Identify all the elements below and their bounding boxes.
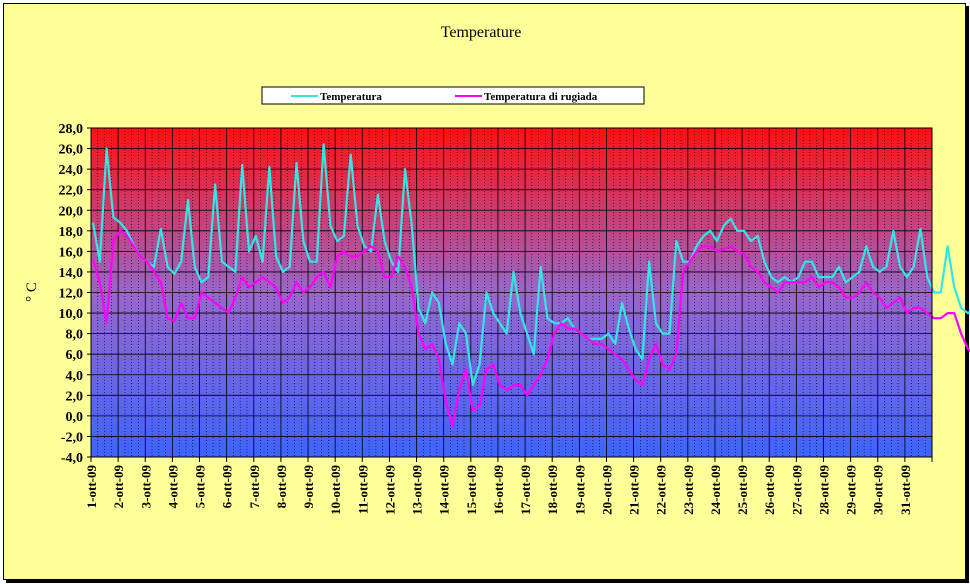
legend-box: [261, 86, 645, 105]
y-tick-label: -2,0: [61, 430, 83, 445]
x-tick-label: 9-ott-09: [301, 465, 316, 509]
x-tick-label: 20-ott-09: [599, 465, 614, 515]
x-tick-label: 18-ott-09: [545, 465, 560, 515]
x-tick-label: 28-ott-09: [816, 465, 831, 515]
x-tick-label: 2-ott-09: [111, 465, 126, 509]
x-tick-label: 7-ott-09: [247, 465, 262, 509]
x-tick-label: 13-ott-09: [410, 465, 425, 515]
y-tick-label: 28,0: [59, 122, 84, 137]
y-tick-label: 14,0: [59, 266, 84, 281]
y-axis: -4,0 -2,0 0,0 2,0 4,0 6,0 8,0 10,0 12,0 14,0 16,0 1…: [59, 122, 91, 466]
x-tick-label: 26-ott-09: [762, 465, 777, 515]
y-tick-label: 26,0: [59, 143, 84, 158]
x-tick-label: 15-ott-09: [464, 465, 479, 515]
x-tick-label: 30-ott-09: [871, 465, 886, 515]
x-tick-label: 24-ott-09: [708, 465, 723, 515]
series: [91, 143, 970, 428]
y-tick-label: 0,0: [66, 410, 84, 425]
y-tick-label: 24,0: [59, 163, 84, 178]
y-tick-label: 22,0: [59, 184, 84, 199]
x-tick-label: 27-ott-09: [789, 465, 804, 515]
y-tick-label: 4,0: [66, 369, 84, 384]
x-tick-label: 21-ott-09: [627, 465, 642, 515]
series-line-temperatura: [91, 143, 970, 387]
x-tick-label: 5-ott-09: [193, 465, 208, 509]
plot-border: [90, 127, 933, 458]
chart-title: Temperature: [441, 24, 522, 41]
x-tick-label: 4-ott-09: [165, 465, 180, 509]
y-tick-label: 8,0: [66, 328, 84, 343]
x-tick-label: 10-ott-09: [328, 465, 343, 515]
y-tick-label: 2,0: [66, 389, 84, 404]
series-line-rugiada: [91, 229, 970, 428]
x-tick-label: 6-ott-09: [220, 465, 235, 509]
y-tick-label: 20,0: [59, 204, 84, 219]
y-tick-label: 12,0: [59, 287, 84, 302]
x-tick-label: 17-ott-09: [518, 465, 533, 515]
x-tick-label: 1-ott-09: [84, 465, 99, 509]
legend-label-temperatura: Temperatura: [320, 91, 382, 103]
legend: Temperatura Temperatura di rugiada: [261, 86, 645, 105]
x-tick-label: 19-ott-09: [572, 465, 587, 515]
x-tick-label: 25-ott-09: [735, 465, 750, 515]
x-tick-label: 16-ott-09: [491, 465, 506, 515]
x-tick-label: 11-ott-09: [355, 465, 370, 515]
y-tick-label: -4,0: [61, 451, 83, 466]
x-tick-label: 29-ott-09: [844, 465, 859, 515]
x-tick-label: 8-ott-09: [274, 465, 289, 509]
y-tick-label: 10,0: [59, 307, 84, 322]
y-tick-label: 18,0: [59, 225, 84, 240]
y-tick-label: 6,0: [66, 348, 84, 363]
x-tick-label: 23-ott-09: [681, 465, 696, 515]
x-tick-label: 14-ott-09: [437, 465, 452, 515]
y-tick-label: 16,0: [59, 245, 84, 260]
x-tick-label: 12-ott-09: [382, 465, 397, 515]
x-tick-label: 22-ott-09: [654, 465, 669, 515]
y-axis-label: ° C: [24, 282, 40, 302]
x-tick-label: 3-ott-09: [138, 465, 153, 509]
legend-label-rugiada: Temperatura di rugiada: [484, 91, 598, 103]
x-axis: 1-ott-09 2-ott-09 3-ott-09 4-ott-09 5-ott-09…: [84, 457, 933, 515]
x-tick-label: 31-ott-09: [898, 465, 913, 515]
